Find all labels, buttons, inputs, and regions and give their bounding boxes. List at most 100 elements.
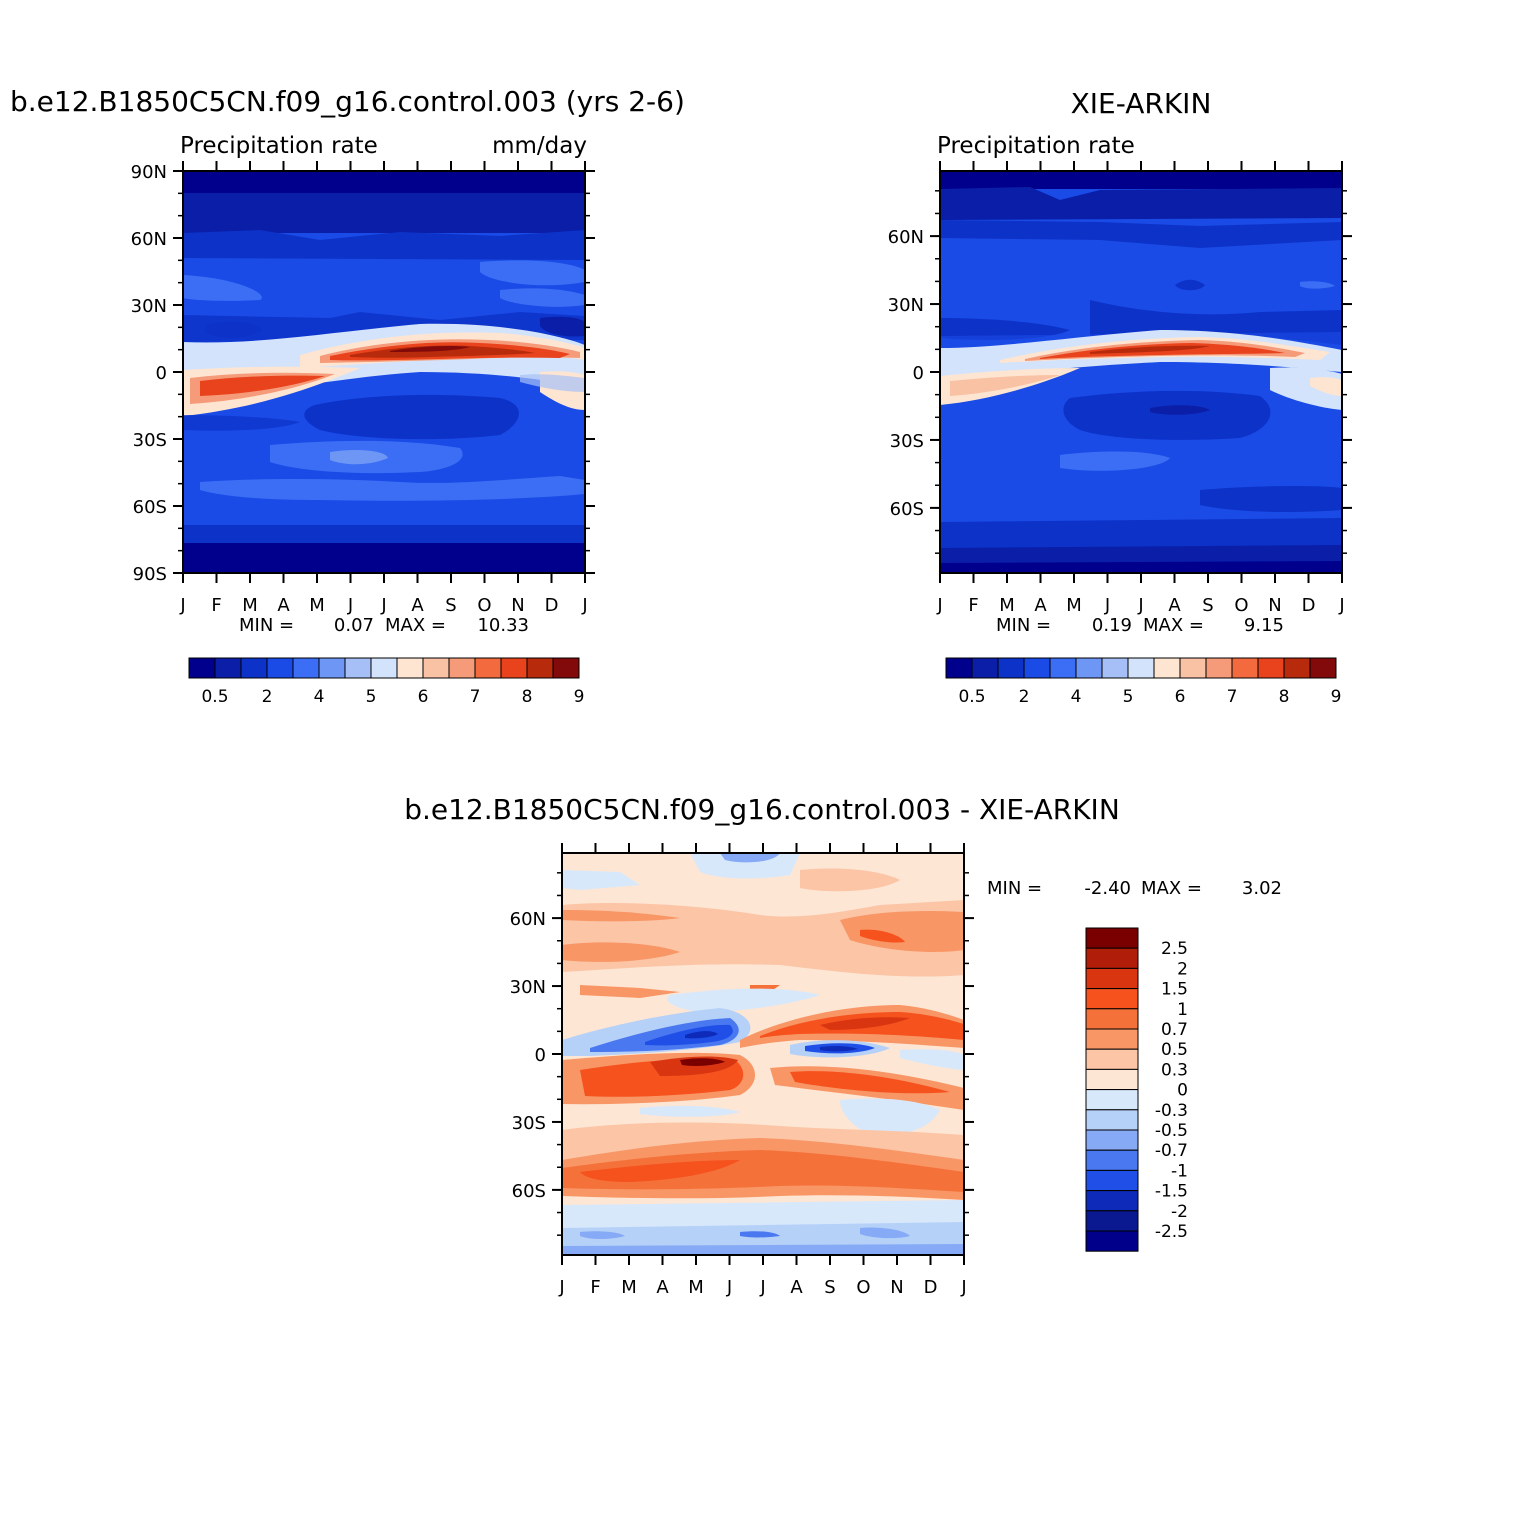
y-tick-label: 30S (512, 1113, 546, 1134)
panel1-title: b.e12.B1850C5CN.f09_g16.control.003 (yrs… (10, 85, 685, 118)
colorbar-swatch (1085, 1129, 1139, 1151)
colorbar-swatch (1309, 657, 1337, 679)
colorbar-swatch (370, 657, 398, 679)
y-tick-label: 30N (131, 296, 167, 317)
colorbar-label: -1 (1171, 1161, 1188, 1181)
colorbar-label: 0 (1177, 1081, 1188, 1101)
y-tick-label: 0 (913, 363, 924, 384)
colorbar-swatch (1085, 1008, 1139, 1030)
y-tick-label: 30N (888, 295, 924, 316)
y-tick-label: 30S (133, 430, 167, 451)
x-tick-label: J (347, 595, 353, 616)
panel3-colorbar: 2.521.510.70.50.30-0.3-0.5-0.7-1-1.5-2-2… (1085, 927, 1188, 1252)
panel1-field (183, 171, 585, 573)
colorbar-swatch (552, 657, 580, 679)
x-tick-label: J (558, 1277, 564, 1298)
panel3-stats: MIN = -2.40 MAX = 3.02 (987, 878, 1282, 899)
colorbar-swatch (344, 657, 372, 679)
colorbar-swatch (318, 657, 346, 679)
colorbar-label: -0.3 (1155, 1101, 1188, 1121)
colorbar-label: 1.5 (1161, 980, 1188, 1000)
y-tick-label: 90S (133, 564, 167, 585)
panel1-min-value: 0.07 (334, 615, 374, 636)
panel2-y-axis: 60N 30N 0 30S 60S (888, 190, 1352, 554)
colorbar-label: -2 (1171, 1202, 1188, 1222)
x-tick-label: J (936, 595, 942, 616)
panel3-min-value: -2.40 (1084, 878, 1131, 899)
x-tick-label: D (1302, 595, 1316, 616)
x-tick-label: J (1104, 595, 1110, 616)
colorbar-swatch (214, 657, 242, 679)
colorbar-label: 0.7 (1161, 1020, 1188, 1040)
colorbar-swatch (1231, 657, 1259, 679)
colorbar-label: 9 (574, 687, 585, 707)
colorbar-swatch (292, 657, 320, 679)
colorbar-swatch (1085, 1109, 1139, 1131)
x-tick-label: M (242, 595, 258, 616)
colorbar-swatch (1085, 1028, 1139, 1050)
x-tick-label: A (277, 595, 290, 616)
colorbar-label: 5 (366, 687, 377, 707)
colorbar-label: 6 (418, 687, 429, 707)
x-tick-label: J (1137, 595, 1143, 616)
y-tick-label: 0 (535, 1045, 546, 1066)
colorbar-swatch (1085, 1190, 1139, 1212)
colorbar-label: 7 (1227, 687, 1238, 707)
colorbar-swatch (1023, 657, 1051, 679)
x-tick-label: S (445, 595, 456, 616)
colorbar-swatch (266, 657, 294, 679)
x-tick-label: A (656, 1277, 669, 1298)
x-tick-label: O (477, 595, 491, 616)
colorbar-swatch (422, 657, 450, 679)
panel1-colorbar: 0.5 2 4 5 6 7 8 9 (188, 657, 585, 707)
panel3-max-value: 3.02 (1242, 878, 1282, 899)
panel2-title: XIE-ARKIN (1071, 87, 1212, 120)
x-tick-label: J (960, 1277, 966, 1298)
colorbar-swatch (1075, 657, 1103, 679)
x-tick-label: O (856, 1277, 870, 1298)
y-tick-label: 60N (888, 227, 924, 248)
colorbar-swatch (1085, 1230, 1139, 1252)
x-tick-label: S (1202, 595, 1213, 616)
colorbar-swatch (1153, 657, 1181, 679)
x-tick-label: M (1066, 595, 1082, 616)
colorbar-swatch (1085, 967, 1139, 990)
colorbar-swatch (1179, 657, 1207, 679)
colorbar-swatch (1085, 1169, 1139, 1192)
colorbar-label: -1.5 (1155, 1182, 1188, 1202)
x-tick-label: M (999, 595, 1015, 616)
panel2-max-label: MAX = (1143, 615, 1204, 636)
colorbar-label: 9 (1331, 687, 1342, 707)
panel3-y-axis: 60N 30N 0 30S 60S (510, 872, 974, 1236)
panel2-left-subtitle: Precipitation rate (937, 133, 1135, 159)
panel3-max-label: MAX = (1141, 878, 1202, 899)
colorbar-label: 0.3 (1161, 1060, 1188, 1080)
x-tick-label: A (411, 595, 424, 616)
x-tick-label: J (759, 1277, 765, 1298)
colorbar-label: 0.5 (201, 687, 228, 707)
panel2-max-value: 9.15 (1244, 615, 1284, 636)
colorbar-swatch (1257, 657, 1285, 679)
colorbar-swatch (1085, 1068, 1139, 1091)
y-tick-label: 90N (131, 162, 167, 183)
colorbar-label: -2.5 (1155, 1222, 1188, 1242)
colorbar-swatch (1283, 657, 1311, 679)
colorbar-swatch (1085, 1149, 1139, 1171)
x-tick-label: N (1268, 595, 1281, 616)
x-tick-label: S (824, 1277, 835, 1298)
y-tick-label: 0 (156, 363, 167, 384)
x-tick-label: F (590, 1277, 600, 1298)
colorbar-label: 2 (262, 687, 273, 707)
x-tick-label: O (1234, 595, 1248, 616)
panel3-title: b.e12.B1850C5CN.f09_g16.control.003 - XI… (404, 793, 1120, 826)
colorbar-label: 2.5 (1161, 939, 1188, 959)
panel2-field (940, 171, 1342, 573)
panel1-right-subtitle: mm/day (492, 133, 587, 159)
colorbar-swatch (396, 657, 424, 679)
panel1-stats: MIN = 0.07 MAX = 10.33 (239, 615, 529, 636)
y-tick-label: 60S (512, 1181, 546, 1202)
panel1-max-value: 10.33 (477, 615, 529, 636)
